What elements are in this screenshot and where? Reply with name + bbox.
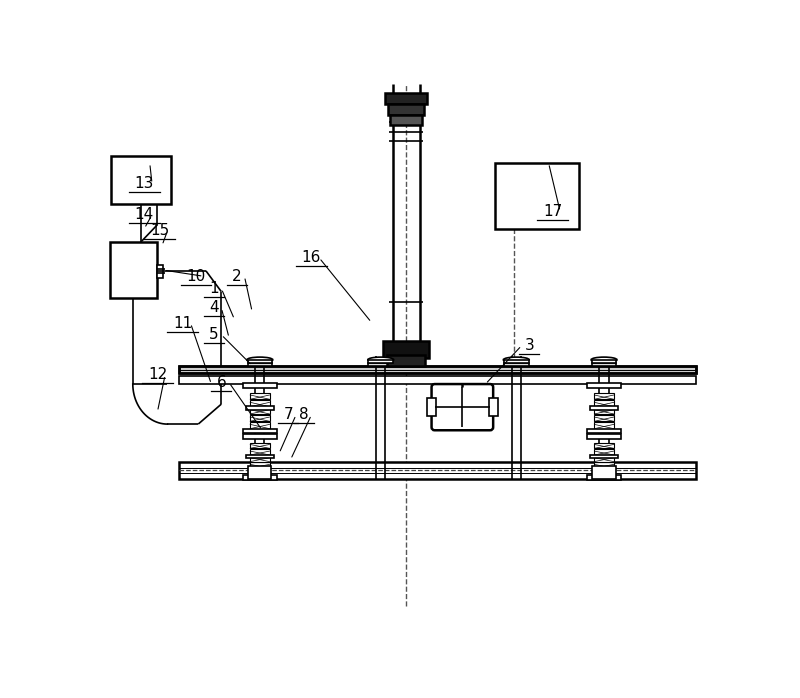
Text: 13: 13 [134, 177, 154, 191]
Text: 15: 15 [150, 223, 170, 238]
Bar [587, 434, 621, 439]
Bar [246, 406, 274, 410]
Bar [243, 383, 277, 388]
Text: 17: 17 [543, 204, 562, 219]
Bar [248, 466, 271, 479]
Bar [594, 456, 614, 461]
Bar [250, 400, 270, 407]
Bar [593, 466, 615, 479]
Bar [250, 469, 270, 475]
Bar [590, 454, 618, 459]
Bar [179, 366, 697, 373]
Ellipse shape [368, 357, 394, 362]
Bar [111, 156, 171, 204]
Text: 6: 6 [217, 375, 226, 390]
Bar [158, 265, 163, 278]
Bar [385, 93, 427, 104]
Text: 16: 16 [302, 251, 321, 265]
Bar [494, 163, 579, 228]
Bar [587, 475, 621, 480]
Bar [243, 475, 277, 480]
Bar [504, 362, 529, 366]
Bar [504, 359, 529, 362]
Bar [594, 408, 614, 414]
Bar [592, 362, 616, 366]
Bar [250, 443, 270, 448]
Bar [587, 429, 621, 433]
Bar [594, 469, 614, 475]
Bar [587, 383, 621, 388]
Bar [369, 359, 393, 362]
Text: 1: 1 [209, 281, 218, 296]
Bar [110, 242, 158, 298]
Text: 8: 8 [299, 408, 309, 422]
Text: 5: 5 [209, 327, 218, 342]
Text: 14: 14 [134, 207, 154, 222]
Bar [594, 415, 614, 422]
Ellipse shape [503, 357, 529, 362]
Bar [590, 406, 618, 410]
Bar [246, 454, 274, 459]
Bar [592, 359, 616, 362]
Bar [250, 415, 270, 422]
Bar [390, 114, 422, 126]
Bar [179, 366, 697, 373]
Text: 4: 4 [209, 300, 218, 315]
Bar [250, 408, 270, 414]
Bar [250, 422, 270, 429]
Bar [594, 450, 614, 455]
Bar [250, 393, 270, 399]
Bar [594, 443, 614, 448]
Bar [594, 393, 614, 399]
Bar [388, 104, 424, 114]
Bar [594, 422, 614, 429]
Bar [369, 362, 393, 366]
Bar [247, 359, 272, 362]
Text: 2: 2 [232, 269, 242, 284]
FancyBboxPatch shape [431, 384, 493, 430]
Text: 3: 3 [525, 338, 534, 353]
Text: 12: 12 [148, 367, 167, 383]
Bar [247, 362, 272, 366]
Text: 10: 10 [186, 269, 206, 284]
Ellipse shape [591, 357, 617, 362]
Bar [243, 429, 277, 433]
Bar [594, 463, 614, 468]
Ellipse shape [247, 357, 273, 362]
Bar [179, 376, 697, 384]
Text: 11: 11 [174, 315, 193, 331]
Bar [250, 456, 270, 461]
Bar [250, 450, 270, 455]
Bar [387, 355, 425, 366]
Bar [427, 398, 436, 417]
Bar [179, 462, 697, 479]
Bar [250, 463, 270, 468]
Text: 7: 7 [283, 408, 293, 422]
Bar [383, 341, 429, 358]
Bar [594, 400, 614, 407]
Bar [489, 398, 498, 417]
Bar [243, 434, 277, 439]
